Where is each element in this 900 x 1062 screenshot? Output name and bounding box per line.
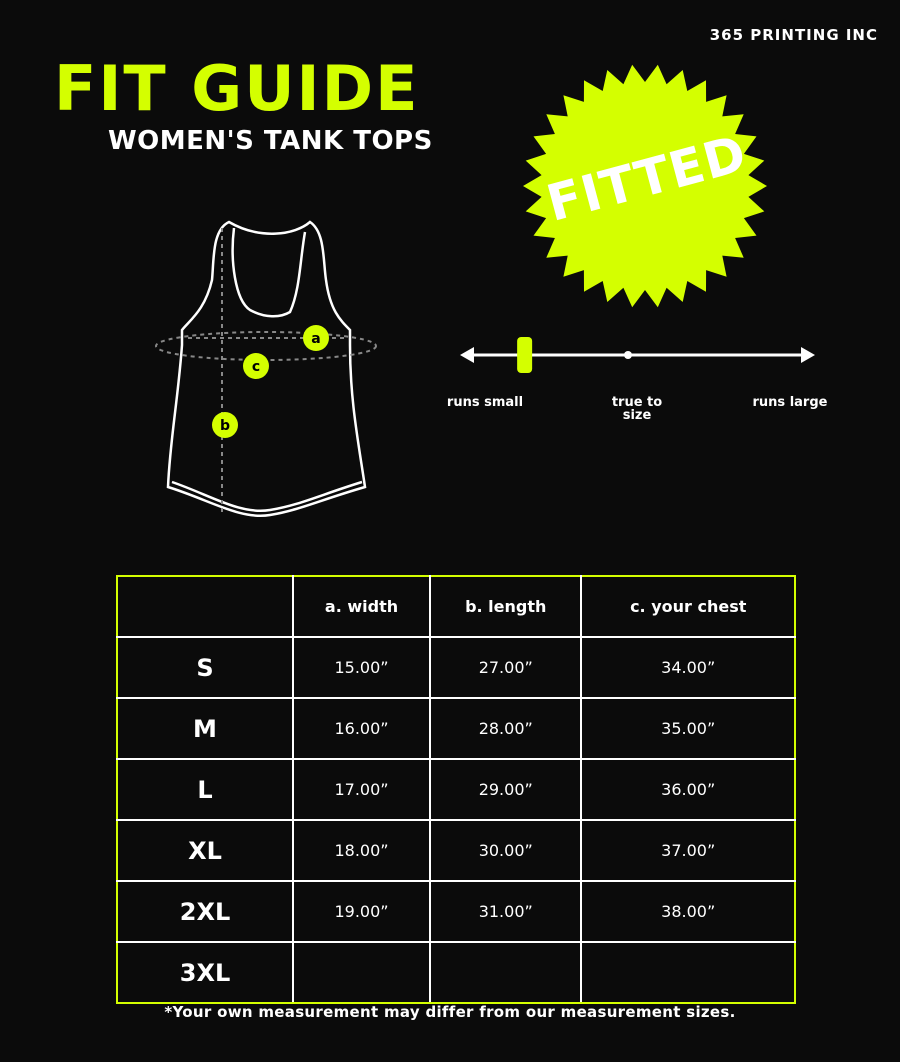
cell-size: M: [116, 697, 294, 760]
cell-length: [429, 941, 583, 1004]
arrow-left-icon: [460, 347, 474, 363]
cell-length: 27.00”: [429, 636, 583, 699]
page-title: FIT GUIDE: [54, 52, 420, 125]
cell-chest: [580, 941, 796, 1004]
cell-size: XL: [116, 819, 294, 882]
table-row: L 17.00” 29.00” 36.00”: [116, 758, 796, 821]
cell-length: 30.00”: [429, 819, 583, 882]
scale-label-true-to-size: true to size: [611, 395, 663, 423]
svg-text:a: a: [311, 331, 320, 347]
page-subtitle: WOMEN'S TANK TOPS: [108, 126, 433, 156]
cell-width: 15.00”: [291, 636, 432, 699]
marker-c: c: [243, 353, 269, 379]
cell-width: 17.00”: [291, 758, 432, 821]
arrow-right-icon: [801, 347, 815, 363]
cell-size: L: [116, 758, 294, 821]
scale-label-runs-large: runs large: [752, 395, 828, 410]
header-length: b. length: [429, 575, 583, 638]
fit-scale: [460, 337, 815, 373]
svg-text:c: c: [252, 359, 260, 375]
cell-chest: 36.00”: [580, 758, 796, 821]
table-row: 2XL 19.00” 31.00” 38.00”: [116, 880, 796, 943]
header-size: [116, 575, 294, 638]
marker-a: a: [303, 325, 329, 351]
cell-length: 28.00”: [429, 697, 583, 760]
header-chest: c. your chest: [580, 575, 796, 638]
cell-length: 29.00”: [429, 758, 583, 821]
illustrations: a c b: [155, 64, 815, 518]
cell-chest: 35.00”: [580, 697, 796, 760]
table-row: XL 18.00” 30.00” 37.00”: [116, 819, 796, 882]
cell-size: 2XL: [116, 880, 294, 943]
cell-width: [291, 941, 432, 1004]
cell-size: S: [116, 636, 294, 699]
cell-size: 3XL: [116, 941, 294, 1004]
footnote: *Your own measurement may differ from ou…: [164, 1003, 736, 1021]
header-width: a. width: [291, 575, 432, 638]
size-table: a. width b. length c. your chest S 15.00”…: [116, 575, 796, 1004]
table-row: M 16.00” 28.00” 35.00”: [116, 697, 796, 760]
cell-width: 18.00”: [291, 819, 432, 882]
starburst-badge-icon: [523, 64, 767, 308]
brand-name: 365 PRINTING INC: [709, 26, 878, 44]
table-header-row: a. width b. length c. your chest: [116, 575, 796, 638]
cell-width: 19.00”: [291, 880, 432, 943]
cell-chest: 37.00”: [580, 819, 796, 882]
scale-label-runs-small: runs small: [446, 395, 524, 410]
table-row: S 15.00” 27.00” 34.00”: [116, 636, 796, 699]
true-to-size-tick: [624, 351, 632, 359]
tank-top-diagram-icon: [166, 220, 367, 518]
cell-width: 16.00”: [291, 697, 432, 760]
fit-marker: [517, 337, 533, 373]
svg-text:b: b: [220, 418, 230, 434]
marker-b: b: [212, 412, 238, 438]
cell-chest: 34.00”: [580, 636, 796, 699]
table-row: 3XL: [116, 941, 796, 1004]
cell-length: 31.00”: [429, 880, 583, 943]
cell-chest: 38.00”: [580, 880, 796, 943]
